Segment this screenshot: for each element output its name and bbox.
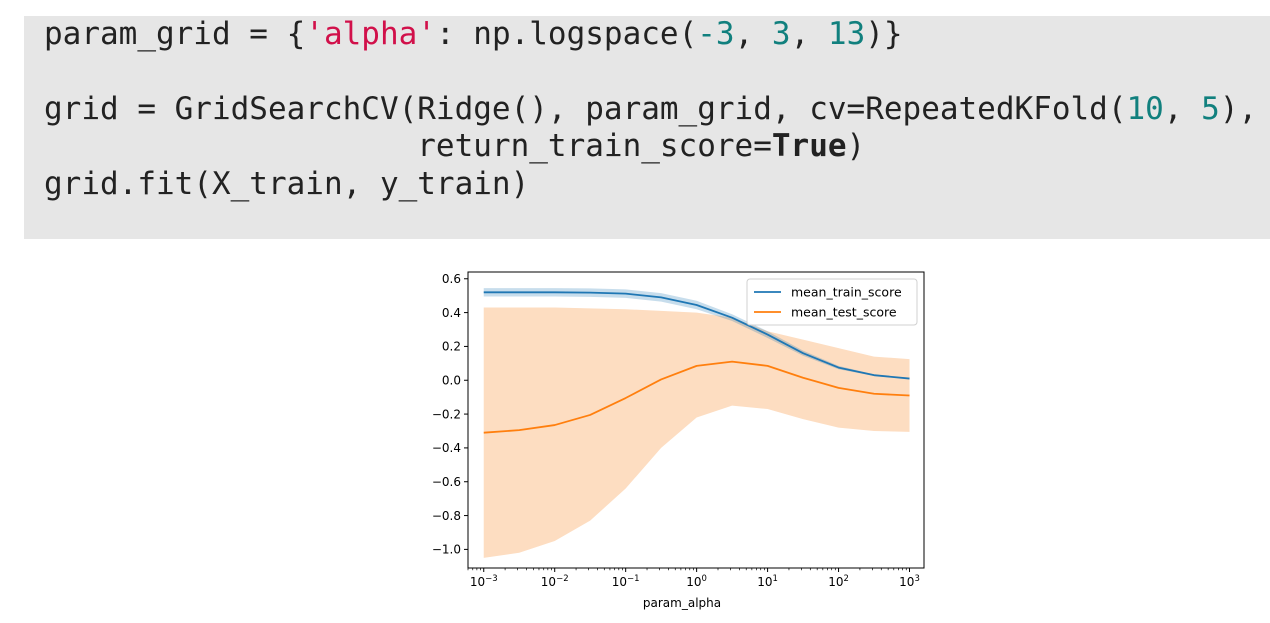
code-line-3: return_train_score=True) bbox=[44, 127, 865, 165]
code-token: 10 bbox=[1126, 91, 1164, 127]
code-token: , bbox=[790, 16, 828, 52]
code-token: grid = GridSearchCV(Ridge(), param_grid,… bbox=[44, 91, 1127, 127]
code-line-1: param_grid = {'alpha': np.logspace(-3, 3… bbox=[44, 15, 903, 53]
y-tick-label: −0.6 bbox=[432, 475, 461, 489]
y-tick-label: 0.4 bbox=[442, 306, 461, 320]
code-token: True bbox=[771, 128, 847, 164]
code-token: 3 bbox=[771, 16, 791, 52]
code-token: -3 bbox=[697, 16, 735, 52]
code-token: 5 bbox=[1201, 91, 1220, 127]
code-token: ) bbox=[846, 128, 866, 164]
legend-box bbox=[746, 278, 918, 326]
y-tick-label: −0.8 bbox=[432, 509, 461, 523]
x-tick-label: 101 bbox=[757, 574, 778, 589]
series-line-mean_test_score bbox=[483, 360, 910, 434]
code-token: )} bbox=[865, 16, 903, 52]
plot-frame bbox=[467, 271, 925, 569]
y-tick-label: 0.6 bbox=[442, 272, 461, 286]
x-tick-label: 10−1 bbox=[612, 574, 640, 589]
y-tick-label: −1.0 bbox=[432, 543, 461, 557]
code-token: grid.fit(X_train, y_train) bbox=[44, 166, 530, 202]
code-cell: param_grid = {'alpha': np.logspace(-3, 3… bbox=[24, 16, 1270, 239]
x-tick-label: 100 bbox=[686, 574, 707, 589]
y-tick-label: −0.2 bbox=[432, 407, 461, 421]
code-token: ), bbox=[1219, 91, 1258, 127]
series-line-mean_train_score bbox=[483, 291, 910, 380]
x-tick-label: 103 bbox=[899, 574, 920, 589]
x-tick-label: 10−3 bbox=[470, 574, 498, 589]
band-mean_train_score bbox=[483, 288, 910, 379]
code-token: return_train_score= bbox=[44, 128, 772, 164]
y-tick-label: 0.0 bbox=[442, 374, 461, 388]
y-tick-label: −0.4 bbox=[432, 441, 461, 455]
code-token: , bbox=[734, 16, 772, 52]
code-token: : np.logspace( bbox=[435, 16, 698, 52]
code-line-2: grid = GridSearchCV(Ridge(), param_grid,… bbox=[44, 90, 1257, 128]
legend-label: mean_test_score bbox=[791, 305, 897, 320]
code-token: , bbox=[1163, 91, 1202, 127]
x-tick-label: 10−2 bbox=[541, 574, 569, 589]
code-token: 13 bbox=[827, 16, 866, 52]
band-mean_test_score bbox=[483, 307, 910, 558]
legend-label: mean_train_score bbox=[791, 285, 902, 300]
code-token: param_grid = { bbox=[44, 16, 306, 52]
code-token: 'alpha' bbox=[305, 16, 436, 52]
x-axis-label: param_alpha bbox=[643, 596, 721, 610]
code-line-4: grid.fit(X_train, y_train) bbox=[44, 165, 529, 203]
x-tick-label: 102 bbox=[828, 574, 849, 589]
y-tick-label: 0.2 bbox=[442, 340, 461, 354]
plot-area bbox=[483, 288, 910, 558]
